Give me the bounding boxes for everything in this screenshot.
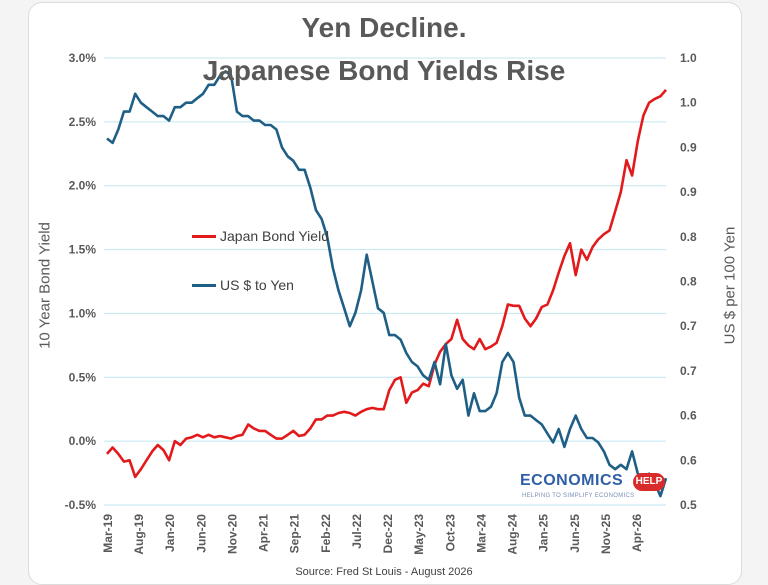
y-left-tick-label: 0.5% bbox=[69, 370, 97, 384]
x-tick-label: Jan-20 bbox=[163, 514, 177, 552]
x-tick-label: Oct-23 bbox=[443, 514, 457, 552]
y-right-tick-label: 1.0 bbox=[680, 51, 697, 65]
x-tick-label: May-23 bbox=[412, 514, 426, 555]
x-tick-label: Dec-22 bbox=[381, 514, 395, 554]
y-left-tick-label: 1.5% bbox=[69, 243, 97, 257]
source-note: Source: Fred St Louis - August 2026 bbox=[295, 566, 473, 578]
y-left-tick-label: 1.0% bbox=[69, 306, 97, 320]
y-right-tick-label: 0.7 bbox=[680, 364, 697, 378]
x-tick-label: Mar-19 bbox=[101, 514, 115, 553]
legend-swatch-bond bbox=[192, 234, 216, 238]
y-axis-left-label: 10 Year Bond Yield bbox=[36, 222, 54, 349]
y-right-tick-label: 0.9 bbox=[680, 140, 697, 154]
y-left-tick-label: 3.0% bbox=[69, 51, 97, 65]
y-right-tick-label: 0.8 bbox=[680, 275, 697, 289]
x-tick-label: Aug-24 bbox=[506, 514, 520, 555]
x-tick-label: Nov-25 bbox=[599, 514, 613, 554]
y-left-tick-label: 2.5% bbox=[69, 115, 97, 129]
legend-label-bond: Japan Bond Yield bbox=[220, 228, 329, 244]
y-left-tick-label: -0.5% bbox=[65, 498, 97, 512]
y-right-tick-label: 1.0 bbox=[680, 96, 697, 110]
series-line-bond-yield bbox=[106, 89, 667, 479]
y-right-tick-label: 0.6 bbox=[680, 409, 697, 423]
x-tick-label: Aug-19 bbox=[132, 514, 146, 555]
x-tick-label: Jun-20 bbox=[194, 514, 208, 553]
x-tick-label: Jan-25 bbox=[537, 514, 551, 552]
series-line-usd-yen bbox=[106, 70, 668, 498]
x-tick-label: Jul-22 bbox=[350, 514, 364, 549]
x-tick-label: Feb-22 bbox=[319, 514, 333, 553]
y-right-tick-label: 0.6 bbox=[680, 453, 697, 467]
y-right-tick-label: 0.9 bbox=[680, 185, 697, 199]
x-tick-label: Jun-25 bbox=[568, 514, 582, 553]
chart-card bbox=[28, 2, 742, 585]
y-right-tick-label: 0.7 bbox=[680, 319, 697, 333]
legend-item-bond: Japan Bond Yield bbox=[192, 228, 329, 244]
x-tick-label: Sep-21 bbox=[288, 514, 302, 554]
chart-title: Yen Decline. bbox=[301, 12, 467, 43]
x-tick-label: Apr-26 bbox=[630, 514, 644, 552]
y-left-tick-label: 2.0% bbox=[69, 179, 97, 193]
economics-help-logo: ECONOMICS HELP HELPING TO SIMPLIFY ECONO… bbox=[520, 472, 666, 506]
logo-tagline: HELPING TO SIMPLIFY ECONOMICS bbox=[522, 493, 635, 499]
legend-swatch-fx bbox=[192, 283, 216, 287]
chart-subtitle: Japanese Bond Yields Rise bbox=[202, 55, 566, 86]
logo-help-badge: HELP bbox=[633, 473, 665, 491]
x-tick-label: Apr-21 bbox=[257, 514, 271, 552]
y-axis-right-label: US $ per 100 Yen bbox=[721, 226, 739, 345]
y-right-tick-label: 0.8 bbox=[680, 230, 697, 244]
legend-label-fx: US $ to Yen bbox=[220, 277, 294, 293]
x-tick-label: Nov-20 bbox=[225, 514, 239, 554]
legend-item-fx: US $ to Yen bbox=[192, 277, 294, 293]
y-left-tick-label: 0.0% bbox=[69, 434, 97, 448]
logo-wordmark: ECONOMICS bbox=[520, 472, 624, 489]
y-right-tick-label: 0.5 bbox=[680, 498, 697, 512]
x-tick-label: Mar-24 bbox=[474, 514, 488, 553]
